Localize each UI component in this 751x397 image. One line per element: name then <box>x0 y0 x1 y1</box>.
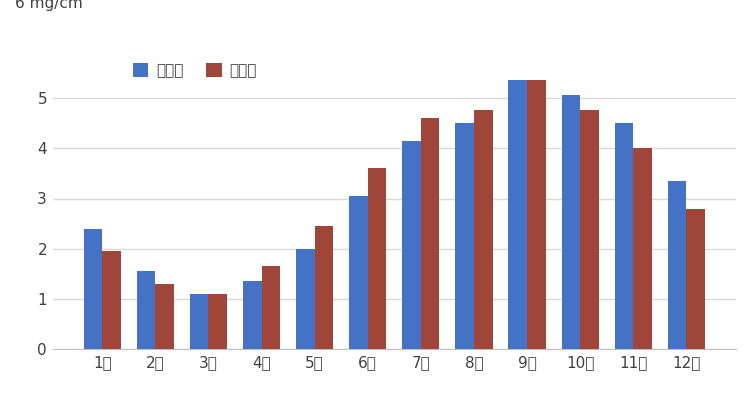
Bar <box>137 272 155 349</box>
Bar <box>102 251 121 349</box>
Bar <box>83 229 102 349</box>
Bar <box>633 148 652 349</box>
Bar <box>315 226 333 349</box>
Bar <box>403 141 421 349</box>
Bar <box>209 294 227 349</box>
Bar <box>421 118 439 349</box>
Bar <box>155 284 174 349</box>
Text: 6 mg/cm: 6 mg/cm <box>15 0 83 12</box>
Bar <box>474 110 493 349</box>
Bar <box>190 294 209 349</box>
Legend: オス猫, メス猫: オス猫, メス猫 <box>128 58 261 83</box>
Bar <box>349 196 368 349</box>
Bar <box>580 110 599 349</box>
Bar <box>562 95 580 349</box>
Bar <box>614 123 633 349</box>
Bar <box>243 281 261 349</box>
Bar <box>686 208 705 349</box>
Bar <box>296 249 315 349</box>
Bar <box>455 123 474 349</box>
Bar <box>668 181 686 349</box>
Bar <box>508 80 527 349</box>
Bar <box>527 80 546 349</box>
Bar <box>368 168 386 349</box>
Bar <box>261 266 280 349</box>
